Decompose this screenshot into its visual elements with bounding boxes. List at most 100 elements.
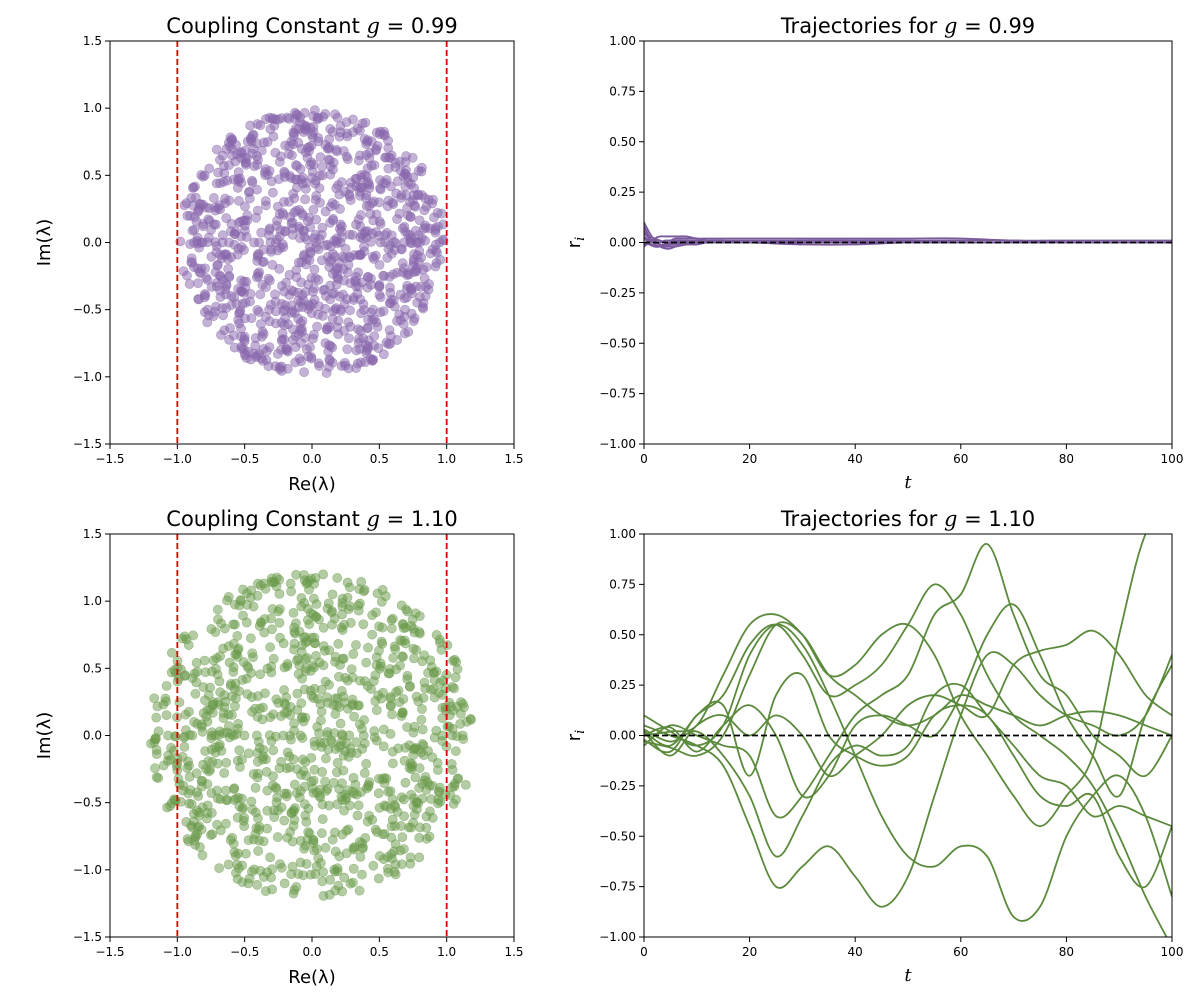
trajectory-line-8 <box>644 543 1172 819</box>
eigenvalue-point <box>402 722 413 733</box>
eigenvalue-point <box>239 730 250 741</box>
eigenvalue-point <box>345 278 356 289</box>
eigenvalue-point <box>354 885 365 896</box>
eigenvalue-point <box>330 656 340 667</box>
eigenvalue-point <box>328 249 338 259</box>
eigenvalue-point <box>284 269 295 280</box>
eigenvalue-point <box>456 697 466 708</box>
eigenvalue-point <box>285 212 296 222</box>
eigenvalue-point <box>401 151 411 161</box>
eigenvalue-point <box>182 834 193 844</box>
eigenvalue-point <box>258 256 269 267</box>
x-tick-label: 80 <box>1059 945 1074 959</box>
eigenvalue-point <box>311 651 321 661</box>
eigenvalue-point <box>179 741 190 752</box>
eigenvalue-point <box>260 282 271 293</box>
eigenvalue-point <box>445 790 456 801</box>
eigenvalue-point <box>195 842 205 852</box>
y-tick-label: 1.5 <box>83 527 102 541</box>
eigenvalue-point <box>265 299 276 310</box>
eigenvalue-point <box>321 753 331 764</box>
eigenvalue-point <box>203 214 214 225</box>
eigenvalue-point <box>239 812 249 823</box>
x-tick-label: 40 <box>848 945 863 959</box>
eigenvalue-point <box>253 846 264 856</box>
eigenvalue-point <box>306 753 317 763</box>
eigenvalue-point <box>343 785 354 796</box>
eigenvalue-point <box>303 351 314 362</box>
eigenvalue-point <box>417 704 427 714</box>
eigenvalue-point <box>338 146 349 157</box>
eigenvalue-point <box>206 224 216 235</box>
eigenvalue-point <box>231 139 241 150</box>
eigenvalue-point <box>337 730 348 741</box>
y-axis-label: ri <box>564 730 588 742</box>
eigenvalue-point <box>308 333 318 344</box>
eigenvalue-point <box>191 657 202 668</box>
eigenvalue-point <box>325 124 336 134</box>
eigenvalue-point <box>401 165 411 176</box>
eigenvalue-point <box>370 145 381 156</box>
eigenvalue-point <box>282 747 293 758</box>
eigenvalue-point <box>348 863 359 874</box>
chart-title: Coupling Constant g = 0.99 <box>166 14 457 38</box>
eigenvalue-point <box>276 802 287 813</box>
eigenvalue-point <box>351 271 361 282</box>
eigenvalue-point <box>215 651 226 662</box>
eigenvalue-point <box>210 627 221 638</box>
eigenvalue-point <box>259 614 270 624</box>
eigenvalue-point <box>299 781 310 792</box>
eigenvalue-point <box>409 653 419 664</box>
eigenvalue-point <box>425 655 436 666</box>
eigenvalue-point <box>361 201 372 211</box>
eigenvalue-point <box>279 815 290 826</box>
eigenvalue-point <box>214 155 225 165</box>
eigenvalue-point <box>374 802 385 813</box>
eigenvalue-point <box>384 271 395 282</box>
eigenvalue-point <box>410 225 421 236</box>
eigenvalue-point <box>210 742 221 753</box>
eigenvalue-point <box>397 651 408 662</box>
x-tick-label: 0.5 <box>370 452 389 466</box>
eigenvalue-point <box>320 206 331 217</box>
x-tick-label: 0 <box>640 452 648 466</box>
eigenvalue-point <box>363 314 374 325</box>
eigenvalue-point <box>330 109 340 120</box>
eigenvalue-point <box>241 673 252 684</box>
y-tick-label: −0.5 <box>73 796 102 810</box>
eigenvalue-point <box>271 221 282 231</box>
eigenvalue-point <box>191 677 202 688</box>
eigenvalue-point <box>316 684 327 695</box>
eigenvalue-point <box>352 748 362 759</box>
eigenvalue-point <box>371 735 382 746</box>
eigenvalue-point <box>200 746 211 757</box>
eigenvalue-point <box>243 748 254 759</box>
eigenvalue-point <box>399 263 409 274</box>
eigenvalue-point <box>208 193 219 203</box>
eigenvalue-point <box>334 702 345 712</box>
eigenvalue-point <box>267 780 278 791</box>
eigenvalue-point <box>183 788 194 799</box>
eigenvalue-point <box>189 668 200 679</box>
trajectory-line-6 <box>644 682 1172 858</box>
eigenvalue-point <box>334 784 345 794</box>
eigenvalue-point <box>203 766 214 777</box>
eigenvalue-point <box>432 247 442 258</box>
x-tick-label: 100 <box>1161 452 1184 466</box>
x-tick-label: 0 <box>640 945 648 959</box>
eigenvalue-point <box>349 711 359 722</box>
eigenvalue-point <box>173 673 184 684</box>
eigenvalue-point <box>342 577 353 588</box>
eigenvalue-point <box>316 828 327 839</box>
eigenvalue-point <box>256 331 267 342</box>
eigenvalue-point <box>246 796 257 807</box>
eigenvalue-point <box>199 170 210 181</box>
x-tick-label: 40 <box>848 452 863 466</box>
eigenvalue-point <box>190 688 201 699</box>
eigenvalue-point <box>308 609 319 620</box>
eigenvalue-point <box>372 322 383 332</box>
y-tick-label: 1.0 <box>83 594 102 608</box>
chart-title: Trajectories for g = 1.10 <box>780 507 1035 531</box>
trajectory-line-1 <box>644 221 1172 246</box>
eigenvalue-point <box>249 237 259 248</box>
